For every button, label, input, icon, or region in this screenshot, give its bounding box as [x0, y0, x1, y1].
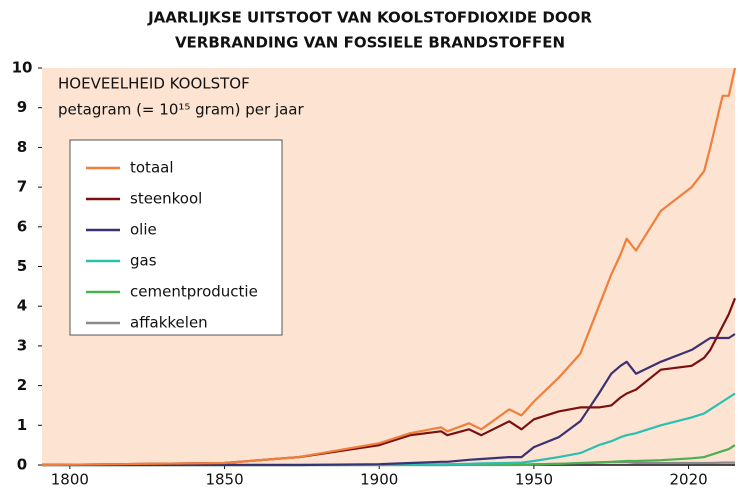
- y-tick-label: 3: [17, 336, 27, 354]
- y-tick-label: 7: [17, 178, 27, 196]
- legend-label: olie: [130, 221, 157, 239]
- y-tick-label: 6: [17, 217, 27, 235]
- x-tick-label: 1800: [51, 471, 89, 489]
- x-tick-label: 2020: [670, 471, 708, 489]
- y-tick-label: 5: [17, 257, 27, 275]
- legend-label: cementproductie: [130, 283, 258, 301]
- y-tick-label: 2: [17, 376, 27, 394]
- series-line: [41, 67, 737, 467]
- y-tick-label: 9: [17, 98, 27, 116]
- series-line: [41, 297, 737, 467]
- y-tick-label: 0: [17, 456, 27, 474]
- y-tick-label: 1: [17, 416, 27, 434]
- annotation: petagram (= 10¹⁵ gram) per jaar: [58, 101, 305, 119]
- legend-label: gas: [130, 252, 157, 270]
- legend-label: totaal: [130, 159, 174, 177]
- y-tick-label: 4: [17, 297, 27, 315]
- series-line: [42, 392, 736, 467]
- annotation: HOEVEELHEID KOOLSTOF: [58, 75, 250, 93]
- legend-label: steenkool: [130, 190, 202, 208]
- y-tick-label: 10: [12, 59, 33, 77]
- x-tick-label: 1950: [515, 471, 553, 489]
- y-tick-label: 8: [17, 138, 27, 156]
- chart-title: JAARLIJKSE UITSTOOT VAN KOOLSTOFDIOXIDE …: [147, 9, 592, 27]
- legend: [69, 139, 283, 336]
- legend-label: affakkelen: [130, 314, 208, 332]
- chart-title: VERBRANDING VAN FOSSIELE BRANDSTOFFEN: [175, 34, 565, 52]
- x-tick-label: 1900: [360, 471, 398, 489]
- series-line: [42, 333, 736, 467]
- x-tick-label: 1850: [205, 471, 243, 489]
